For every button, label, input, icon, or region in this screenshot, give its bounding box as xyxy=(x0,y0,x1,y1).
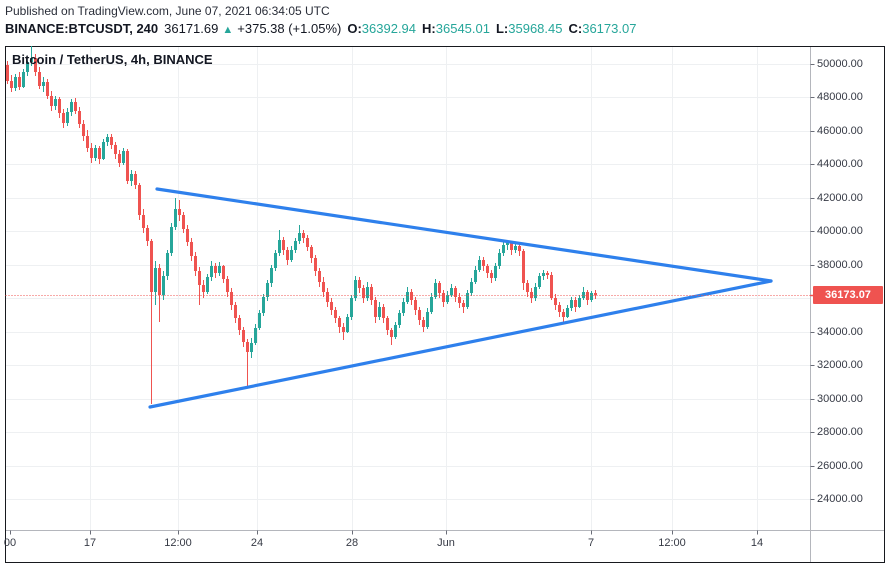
time-axis-label: 7 xyxy=(587,537,595,549)
price-axis-label: 30000.00 xyxy=(817,392,863,405)
price-axis-label: 34000.00 xyxy=(817,325,863,338)
time-axis-label: 24 xyxy=(250,537,264,549)
price-axis-label: 44000.00 xyxy=(817,158,863,171)
time-axis-label: Jun xyxy=(437,537,455,549)
last-price-value: 36171.69 xyxy=(164,21,219,36)
symbol-info-bar: BINANCE:BTCUSDT, 240 36171.69 ▲ +375.38 … xyxy=(5,21,636,36)
price-axis-label: 32000.00 xyxy=(817,359,863,372)
time-axis-label: 14 xyxy=(750,537,764,549)
time-axis-label: 00 xyxy=(3,537,17,549)
change-up-icon: ▲ xyxy=(222,24,234,36)
open-field: O:36392.94 xyxy=(347,21,417,36)
symbol-title: BINANCE:BTCUSDT, 240 xyxy=(5,21,159,36)
price-axis-label: 28000.00 xyxy=(817,426,863,439)
price-axis-label: 42000.00 xyxy=(817,191,863,204)
price-axis-label: 50000.00 xyxy=(817,58,863,70)
close-field: C:36173.07 xyxy=(568,21,637,36)
time-axis-label: 12:00 xyxy=(164,537,192,549)
change-text: +375.38 (+1.05%) xyxy=(237,21,342,36)
price-axis-label: 38000.00 xyxy=(817,258,863,271)
price-axis-label: 48000.00 xyxy=(817,91,863,104)
chart-legend-title: Bitcoin / TetherUS, 4h, BINANCE xyxy=(12,52,213,67)
published-caption: Published on TradingView.com, June 07, 2… xyxy=(5,4,330,18)
low-field: L:35968.45 xyxy=(495,21,563,36)
price-axis-label: 40000.00 xyxy=(817,225,863,238)
time-axis-label: 12:00 xyxy=(658,537,686,549)
time-axis-label: 28 xyxy=(345,537,359,549)
price-axis-label: 46000.00 xyxy=(817,124,863,137)
high-field: H:36545.01 xyxy=(422,21,490,36)
price-axis-label: 26000.00 xyxy=(817,459,863,472)
last-price-badge: 36173.07 xyxy=(813,286,883,305)
time-axis-label: 17 xyxy=(83,537,97,549)
price-axis-label: 24000.00 xyxy=(817,493,863,505)
